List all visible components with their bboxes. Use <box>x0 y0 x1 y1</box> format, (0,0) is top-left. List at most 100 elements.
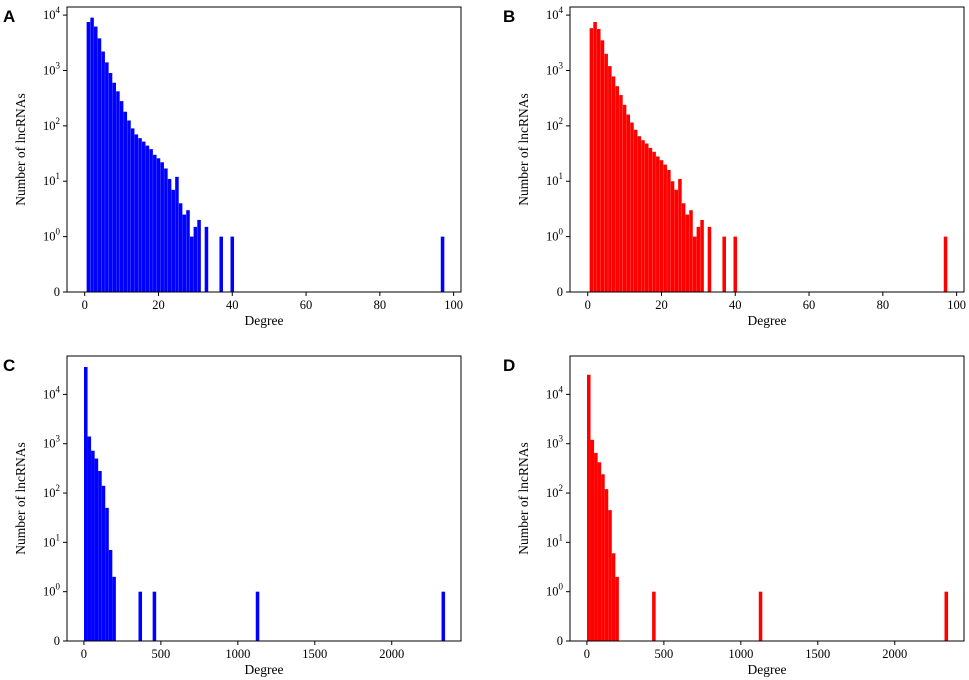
x-axis-label: Degree <box>245 313 284 328</box>
bar-7 <box>611 553 616 641</box>
bar-4 <box>101 51 105 293</box>
y-tick-label: 103 <box>546 60 564 77</box>
bar-7 <box>108 549 113 641</box>
tick-exponent: 0 <box>559 227 564 237</box>
bar-0 <box>589 28 594 292</box>
bar-6 <box>608 510 612 641</box>
bar-22 <box>670 181 675 292</box>
tick-exponent: 1 <box>559 171 564 181</box>
x-tick-label: 1500 <box>805 647 830 661</box>
bar-3 <box>600 40 605 293</box>
tick-exponent: 2 <box>56 116 61 126</box>
tick-base: 10 <box>546 63 559 77</box>
bar-33 <box>230 236 235 292</box>
bar-5 <box>604 489 609 641</box>
bar-7 <box>615 86 619 292</box>
bar-5 <box>608 66 612 292</box>
x-tick-label: 60 <box>300 298 313 312</box>
bar-5 <box>101 485 106 641</box>
bar-30 <box>197 219 201 292</box>
bar-21 <box>667 169 671 292</box>
bar-4 <box>601 474 605 641</box>
panel-letter: A <box>3 7 15 26</box>
bars <box>587 374 949 641</box>
bar-15 <box>644 143 649 292</box>
bar-9 <box>119 101 124 292</box>
bar-12 <box>130 128 135 292</box>
y-tick-label: 102 <box>43 116 60 133</box>
bar-32 <box>722 236 726 292</box>
x-tick-label: 1000 <box>728 647 753 661</box>
x-tick-label: 20 <box>655 298 668 312</box>
panel-letter: C <box>3 356 15 375</box>
x-tick-label: 0 <box>584 647 590 661</box>
y-tick-label: 102 <box>546 483 563 500</box>
y-axis-label: Number of lncRNAs <box>516 442 531 554</box>
bar-2 <box>91 450 95 641</box>
plot-frame <box>66 6 462 293</box>
x-axis: 0 500 1000 1500 2000 <box>81 641 404 661</box>
tick-base: 10 <box>546 585 559 599</box>
bar-8 <box>615 576 619 641</box>
plot-frame <box>569 355 965 642</box>
bar-2 <box>594 452 598 641</box>
bar-27 <box>186 210 190 292</box>
x-tick-label: 60 <box>803 298 816 312</box>
bar-6 <box>611 76 616 292</box>
panel-b: B0 20 40 60 80 1000100101102103104DegreeNumbe… <box>503 5 966 328</box>
bar-10 <box>626 114 631 292</box>
bar-1 <box>593 22 597 292</box>
tick-exponent: 4 <box>559 384 564 394</box>
y-tick-label: 101 <box>546 532 563 549</box>
bar-2 <box>94 26 98 293</box>
bar-6 <box>108 73 113 292</box>
tick-exponent: 4 <box>559 5 564 15</box>
bar-24 <box>175 176 179 292</box>
bar-14 <box>641 140 645 292</box>
tick-base: 10 <box>43 437 56 451</box>
y-axis-label: Number of lncRNAs <box>516 93 531 205</box>
tick-exponent: 1 <box>56 171 61 181</box>
bars <box>84 366 446 641</box>
y-tick-label: 103 <box>546 434 564 451</box>
bar-34 <box>440 236 445 292</box>
bar-21 <box>164 168 168 292</box>
x-tick-label: 0 <box>585 298 591 312</box>
bar-33 <box>733 236 738 292</box>
y-tick-label: 100 <box>43 227 61 244</box>
plot-frame <box>66 355 462 642</box>
panel-letter: D <box>503 356 515 375</box>
bar-12 <box>441 591 446 641</box>
x-tick-label: 20 <box>152 298 165 312</box>
tick-base: 10 <box>546 230 559 244</box>
tick-exponent: 0 <box>559 582 564 592</box>
bar-14 <box>138 138 142 292</box>
y-tick-label: 102 <box>546 116 563 133</box>
bar-25 <box>178 203 183 292</box>
tick-base: 10 <box>43 585 56 599</box>
bar-8 <box>112 576 116 641</box>
y-axis-label: Number of lncRNAs <box>13 442 28 554</box>
x-tick-label: 80 <box>877 298 890 312</box>
y-tick-label: 103 <box>43 60 61 77</box>
bar-5 <box>105 62 109 292</box>
bar-4 <box>604 53 608 292</box>
bar-20 <box>663 164 667 292</box>
bar-9 <box>622 104 627 292</box>
bar-16 <box>648 147 653 292</box>
x-tick-label: 40 <box>729 298 742 312</box>
bar-24 <box>678 178 682 292</box>
bar-28 <box>189 236 194 292</box>
bar-1 <box>87 436 92 641</box>
bar-6 <box>105 507 109 641</box>
tick-base: 10 <box>43 8 56 22</box>
tick-base: 10 <box>43 486 56 500</box>
bar-13 <box>637 136 642 292</box>
bar-17 <box>149 149 153 292</box>
bar-2 <box>597 29 601 292</box>
tick-exponent: 2 <box>56 483 61 493</box>
x-tick-label: 0 <box>81 647 87 661</box>
